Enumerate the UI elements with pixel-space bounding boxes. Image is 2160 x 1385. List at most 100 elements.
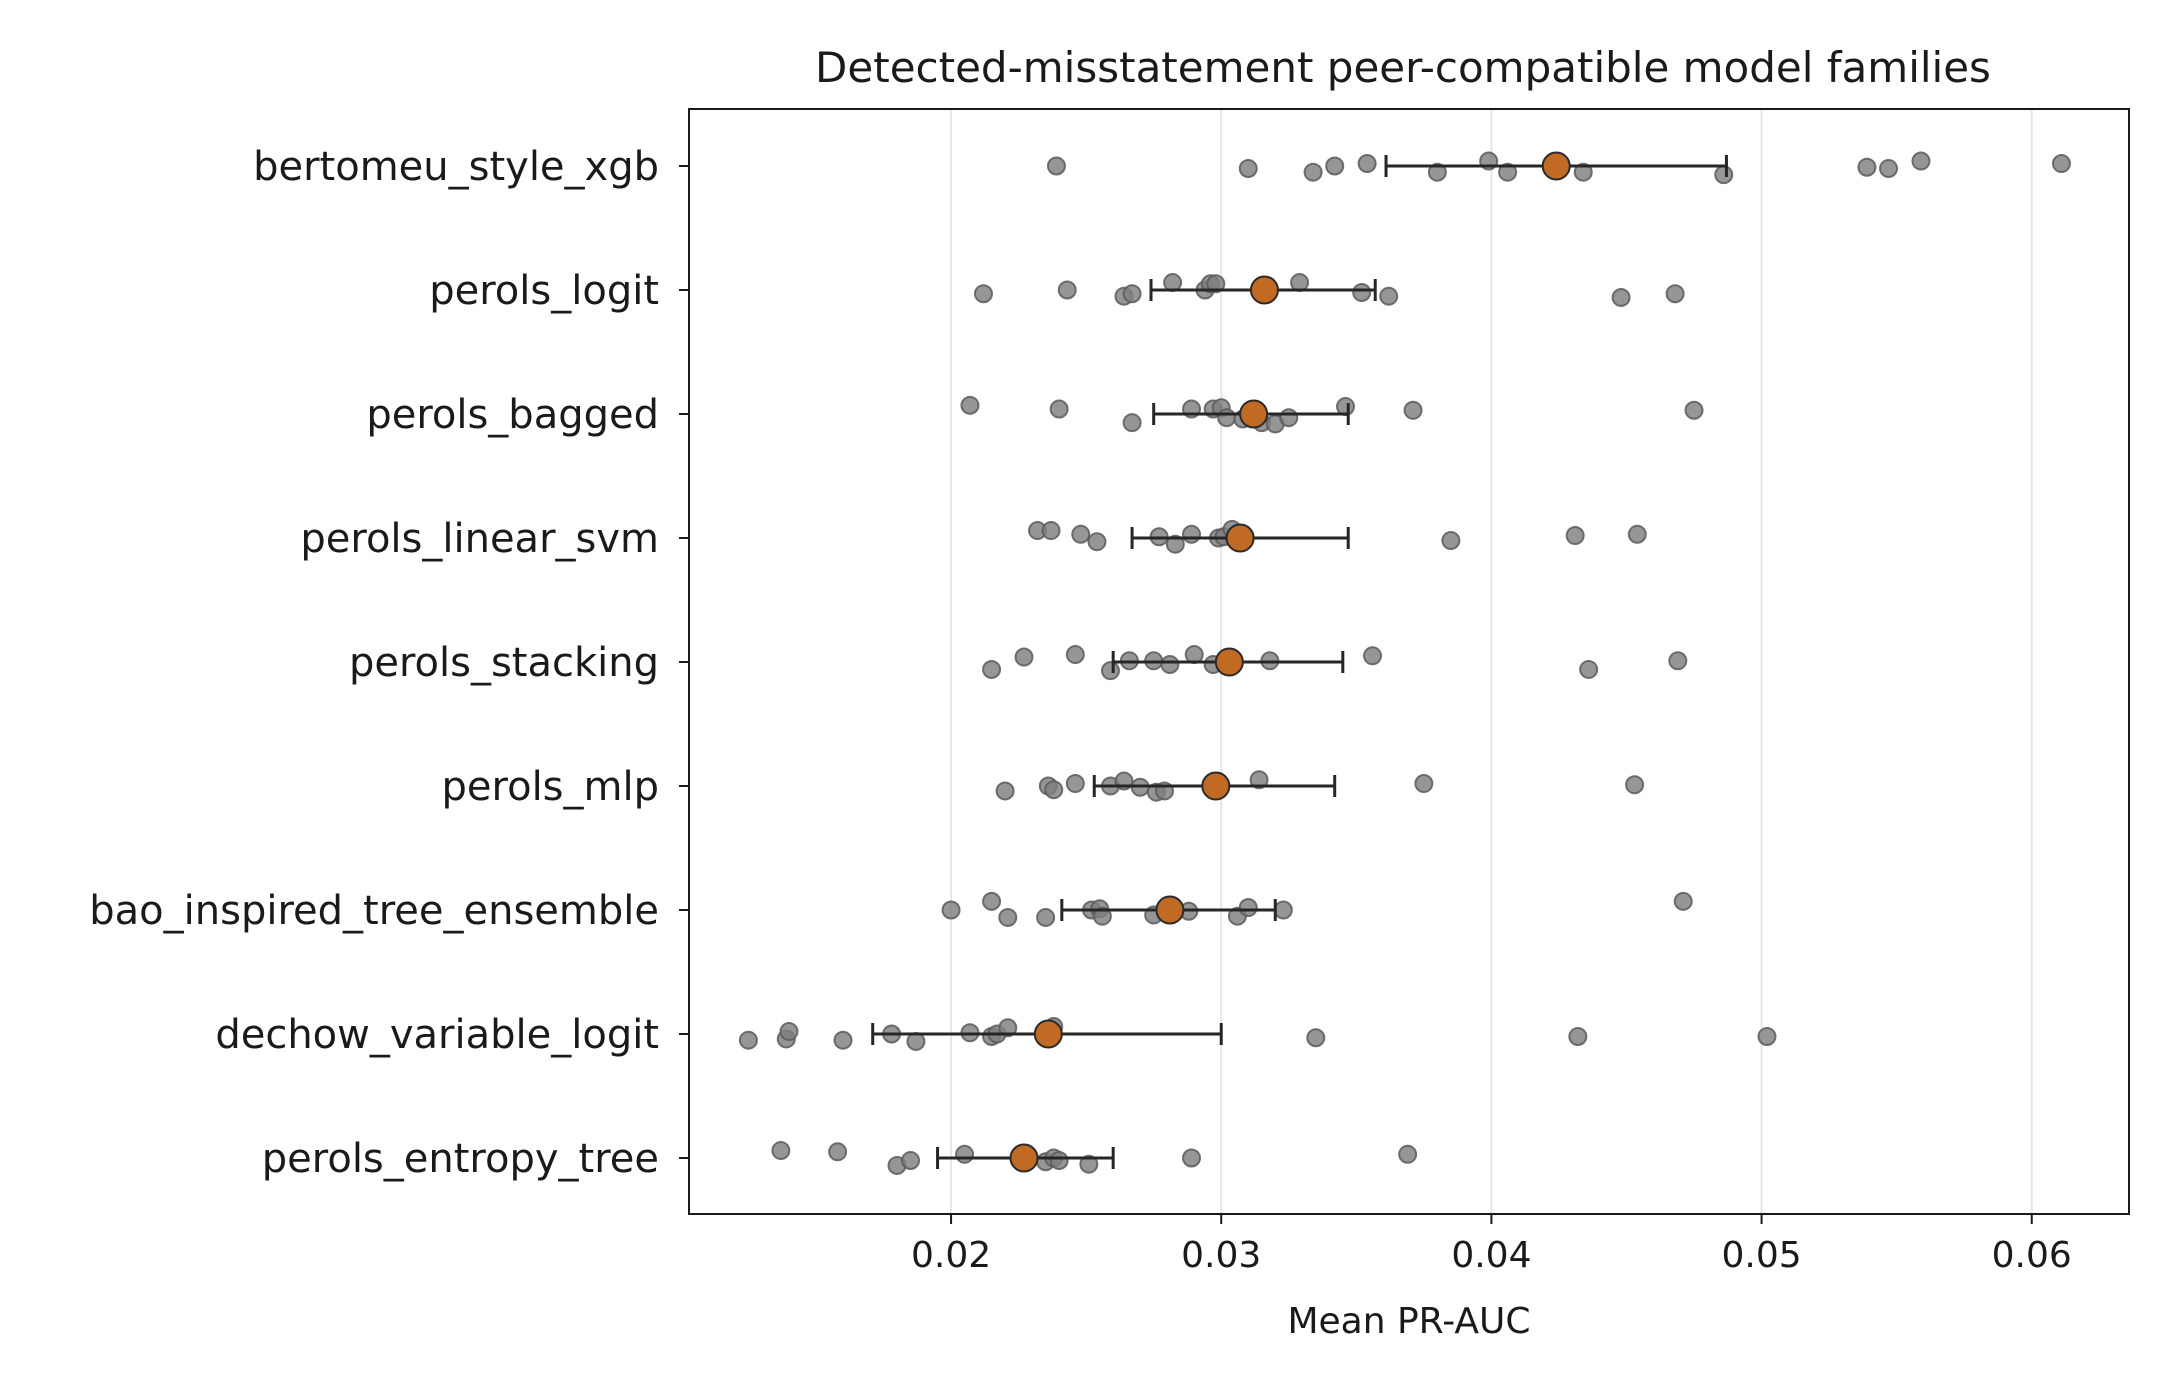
data-point [1079, 1154, 1099, 1174]
data-point [1325, 156, 1345, 176]
data-point [1249, 770, 1269, 790]
data-point [1238, 898, 1258, 918]
x-tick-label: 0.03 [1181, 1235, 1261, 1276]
data-point [960, 395, 980, 415]
data-point [1303, 162, 1323, 182]
data-point [1611, 287, 1631, 307]
mean-marker [1214, 647, 1244, 677]
data-point [828, 1142, 848, 1162]
data-point [955, 1144, 975, 1164]
y-tick-label: perols_stacking [349, 640, 659, 686]
data-point [833, 1030, 853, 1050]
data-point [1100, 661, 1120, 681]
data-point [1565, 526, 1585, 546]
x-tick-label: 0.05 [1721, 1235, 1801, 1276]
data-point [1306, 1028, 1326, 1048]
data-point [738, 1030, 758, 1050]
data-point [1092, 906, 1112, 926]
data-point [982, 891, 1002, 911]
data-point [973, 284, 993, 304]
data-point [1363, 646, 1383, 666]
data-point [1357, 154, 1377, 174]
data-point [1579, 659, 1599, 679]
data-point [1427, 162, 1447, 182]
y-tick-label: bao_inspired_tree_ensemble [89, 888, 659, 934]
y-tick-label: perols_mlp [442, 764, 659, 810]
y-tick-label: perols_bagged [366, 392, 659, 438]
data-point [2051, 154, 2071, 174]
data-point [1379, 286, 1399, 306]
data-point [1041, 521, 1061, 541]
plot-frame [688, 108, 2130, 1215]
data-point [1014, 647, 1034, 667]
data-point [1206, 274, 1226, 294]
data-point [1122, 413, 1142, 433]
data-point [1498, 162, 1518, 182]
x-tick-label: 0.06 [1992, 1235, 2072, 1276]
data-point [1625, 775, 1645, 795]
data-point [1757, 1026, 1777, 1046]
mean-marker [1225, 523, 1255, 553]
data-point [1046, 156, 1066, 176]
data-point [1568, 1026, 1588, 1046]
mean-marker [1009, 1143, 1039, 1173]
data-point [1857, 157, 1877, 177]
data-point [1065, 774, 1085, 794]
data-points [738, 151, 2071, 1175]
data-point [1403, 400, 1423, 420]
data-point [1057, 280, 1077, 300]
x-tick-label: 0.02 [911, 1235, 991, 1276]
data-point [1879, 158, 1899, 178]
data-point [1279, 408, 1299, 428]
data-point [1049, 1150, 1069, 1170]
data-point [1673, 891, 1693, 911]
data-point [1238, 158, 1258, 178]
mean-marker [1239, 399, 1269, 429]
x-axis: 0.02 0.03 0.04 0.05 0.06 [911, 1214, 2072, 1276]
data-point [941, 900, 961, 920]
data-point [1044, 780, 1064, 800]
data-point [1441, 530, 1461, 550]
data-point [1049, 399, 1069, 419]
data-point [1065, 645, 1085, 665]
data-point [1665, 284, 1685, 304]
data-point [771, 1141, 791, 1161]
data-point [1087, 532, 1107, 552]
data-point [998, 1018, 1018, 1038]
data-point [1684, 400, 1704, 420]
data-point [1714, 165, 1734, 185]
data-point [1273, 900, 1293, 920]
x-tick-label: 0.04 [1451, 1235, 1531, 1276]
data-point [1036, 907, 1056, 927]
y-tick-label: dechow_variable_logit [215, 1012, 659, 1058]
mean-marker [1541, 151, 1571, 181]
data-point [1668, 651, 1688, 671]
y-tick-label: bertomeu_style_xgb [253, 144, 659, 190]
data-point [1911, 151, 1931, 171]
y-axis: bertomeu_style_xgb perols_logit perols_bag… [89, 144, 689, 1182]
data-point [1627, 524, 1647, 544]
data-point [1122, 284, 1142, 304]
data-point [995, 781, 1015, 801]
error-bars [871, 155, 1728, 1169]
data-point [1071, 524, 1091, 544]
data-point [982, 659, 1002, 679]
data-point [1573, 162, 1593, 182]
data-point [901, 1150, 921, 1170]
data-point [779, 1022, 799, 1042]
data-point [1182, 1148, 1202, 1168]
mean-marker [1201, 771, 1231, 801]
y-tick-label: perols_logit [429, 268, 659, 314]
mean-marker [1033, 1019, 1063, 1049]
mean-marker [1249, 275, 1279, 305]
y-tick-label: perols_linear_svm [300, 516, 659, 562]
data-point [1352, 282, 1372, 302]
data-point [1165, 534, 1185, 554]
data-point [1414, 774, 1434, 794]
data-point [1160, 654, 1180, 674]
mean-markers [1009, 151, 1571, 1173]
data-point [1217, 408, 1237, 428]
data-point [1398, 1144, 1418, 1164]
